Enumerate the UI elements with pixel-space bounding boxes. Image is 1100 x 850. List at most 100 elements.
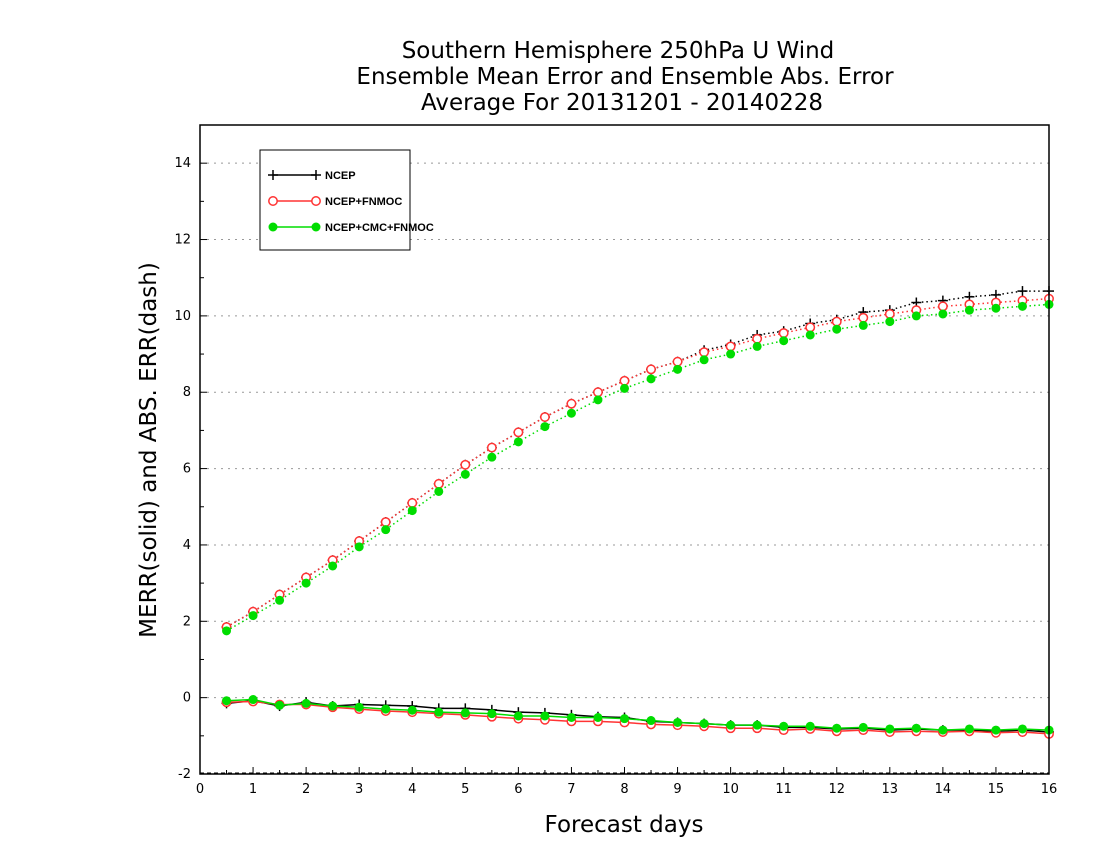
mean-error-point [964, 724, 974, 734]
mean-error-point [407, 705, 417, 715]
abs-error-point [328, 561, 338, 571]
series-ncep-cmc-fnmoc [222, 299, 1054, 735]
mean-error-point [779, 721, 789, 731]
y-tick-label: 4 [183, 538, 191, 553]
chart-subtitle-period: Average For 20131201 - 20140228 [421, 90, 823, 116]
abs-error-point [619, 375, 630, 386]
x-tick-label: 5 [461, 782, 469, 797]
mean-error-point [275, 700, 285, 710]
abs-error-point [460, 459, 471, 470]
abs-error-point [779, 336, 789, 346]
abs-error-point [539, 412, 550, 422]
mean-error-point [726, 720, 736, 730]
abs-error-point [858, 312, 869, 323]
abs-error-point [593, 387, 603, 398]
chart-subtitle: Ensemble Mean Error and Ensemble Abs. Er… [356, 64, 894, 90]
y-tick-label: 10 [174, 309, 191, 324]
mean-error-point [938, 725, 948, 735]
abs-error-point [248, 611, 258, 621]
x-tick-label: 14 [935, 782, 952, 797]
y-tick-label: 6 [183, 462, 191, 477]
abs-error-point [752, 341, 762, 351]
mean-error-point [540, 711, 550, 721]
abs-error-point [646, 374, 656, 384]
abs-error-point [672, 356, 683, 367]
abs-error-point [646, 364, 656, 375]
abs-error-point [858, 320, 868, 330]
abs-error-point [1017, 301, 1027, 311]
legend-marker [268, 170, 278, 180]
y-axis-label: MERR(solid) and ABS. ERR(dash) [136, 262, 162, 638]
mean-error-point [699, 719, 709, 729]
mean-error-point [248, 695, 258, 705]
abs-error-line [226, 303, 1050, 632]
abs-error-point [911, 311, 921, 321]
abs-error-point [831, 316, 842, 327]
abs-error-point [699, 347, 710, 358]
mean-error-point [566, 712, 576, 722]
chart-titles: Southern Hemisphere 250hPa U Wind Ensemb… [356, 38, 894, 116]
abs-error-point [222, 626, 232, 636]
mean-error-point [805, 721, 815, 731]
abs-error-point [460, 469, 470, 479]
mean-error-point [858, 722, 868, 732]
x-tick-label: 16 [1041, 782, 1058, 797]
x-tick-label: 2 [302, 782, 310, 797]
abs-error-point [964, 305, 974, 315]
legend-marker [311, 196, 321, 206]
legend-marker [268, 196, 278, 206]
abs-error-point [593, 395, 603, 405]
x-axis: 0 1 2 3 4 5 6 7 8 9 10 11 12 13 14 15 16 [196, 767, 1057, 797]
mean-error-point [301, 698, 311, 708]
abs-error-point [778, 328, 789, 339]
mean-error-point [434, 707, 444, 717]
x-tick-label: 4 [408, 782, 416, 797]
y-tick-label: -2 [178, 767, 191, 782]
mean-error-point [381, 704, 391, 714]
chart-title: Southern Hemisphere 250hPa U Wind [402, 38, 835, 64]
abs-error-point [725, 341, 736, 352]
abs-error-point [752, 333, 763, 344]
legend-label: NCEP [325, 170, 356, 182]
legend-label: NCEP+CMC+FNMOC [325, 222, 434, 234]
abs-error-point [726, 349, 736, 359]
mean-error-point [354, 702, 364, 712]
abs-error-point [407, 497, 418, 508]
abs-error-point [486, 442, 497, 453]
abs-error-point [433, 478, 444, 489]
y-tick-label: 12 [174, 233, 191, 248]
abs-error-line [226, 290, 1049, 628]
abs-error-point [805, 322, 816, 333]
x-tick-label: 7 [567, 782, 575, 797]
mean-error-point [1017, 724, 1027, 734]
gridlines [200, 162, 1049, 774]
abs-error-point [673, 364, 683, 374]
x-tick-label: 8 [620, 782, 628, 797]
x-tick-label: 1 [249, 782, 257, 797]
mean-error-point [911, 723, 921, 733]
mean-error-point [222, 696, 232, 706]
abs-error-point [620, 383, 629, 393]
abs-error-point [1017, 286, 1028, 297]
abs-error-point [884, 309, 895, 319]
x-tick-label: 11 [775, 782, 792, 797]
x-tick-label: 3 [355, 782, 363, 797]
legend-entry: NCEP [268, 170, 356, 182]
x-tick-label: 13 [882, 782, 899, 797]
abs-error-point [938, 309, 948, 319]
y-tick-label: 8 [183, 385, 191, 400]
mean-error-point [885, 724, 895, 734]
legend: NCEP NCEP+FNMOC NCEP+CMC+FNMOC [259, 149, 434, 251]
abs-error-point [513, 437, 523, 447]
abs-error-point [381, 525, 391, 535]
abs-error-point [434, 486, 444, 496]
y-axis: -2 0 2 4 6 8 10 12 14 [174, 124, 207, 782]
abs-error-point [699, 355, 709, 365]
mean-error-point [646, 716, 656, 726]
abs-error-line [226, 297, 1050, 628]
abs-error-point [301, 578, 311, 588]
abs-error-point [566, 398, 577, 409]
y-tick-label: 0 [183, 691, 191, 706]
abs-error-point [805, 330, 815, 340]
